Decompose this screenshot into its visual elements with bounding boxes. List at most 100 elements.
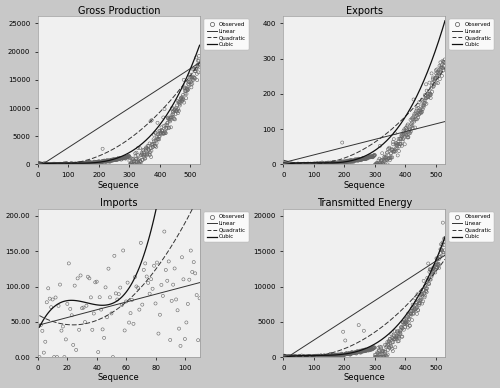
Point bbox=[390, 147, 398, 153]
Point bbox=[294, 161, 302, 167]
Point bbox=[171, 106, 179, 112]
Point bbox=[426, 90, 434, 97]
Point bbox=[302, 161, 310, 168]
Point bbox=[186, 74, 194, 80]
Point bbox=[179, 96, 187, 102]
Point bbox=[300, 354, 308, 360]
Point bbox=[42, 161, 50, 168]
Point bbox=[172, 107, 180, 114]
Point bbox=[311, 353, 319, 360]
Point bbox=[409, 307, 417, 314]
Point bbox=[138, 151, 146, 157]
Point bbox=[394, 338, 402, 344]
Point bbox=[361, 347, 369, 353]
Point bbox=[72, 160, 80, 166]
Point bbox=[313, 354, 321, 360]
Point bbox=[342, 350, 350, 356]
Point bbox=[405, 316, 413, 322]
Point bbox=[411, 125, 419, 131]
Point bbox=[434, 262, 442, 268]
Point bbox=[350, 158, 358, 164]
Point bbox=[150, 140, 158, 147]
Point bbox=[439, 220, 447, 226]
Point bbox=[285, 161, 293, 168]
Title: Exports: Exports bbox=[346, 5, 383, 16]
Point bbox=[318, 161, 326, 167]
Point bbox=[76, 161, 84, 167]
Point bbox=[406, 126, 413, 133]
Point bbox=[97, 307, 105, 313]
Point bbox=[180, 84, 188, 90]
Point bbox=[350, 350, 358, 356]
Point bbox=[415, 302, 423, 308]
Point bbox=[326, 352, 334, 359]
Point bbox=[142, 146, 150, 152]
Point bbox=[367, 346, 375, 353]
Point bbox=[340, 159, 347, 165]
Point bbox=[280, 354, 287, 360]
Point bbox=[334, 352, 342, 358]
Point bbox=[438, 242, 446, 248]
Point bbox=[394, 139, 402, 145]
Point bbox=[110, 157, 118, 163]
Point bbox=[317, 161, 325, 167]
Point bbox=[436, 254, 444, 260]
Point bbox=[324, 353, 332, 359]
Point bbox=[118, 302, 126, 308]
Point bbox=[434, 69, 442, 76]
Point bbox=[437, 241, 445, 248]
Point bbox=[400, 135, 408, 141]
Point bbox=[308, 354, 316, 360]
Point bbox=[392, 146, 400, 152]
Point bbox=[365, 346, 373, 352]
Point bbox=[282, 161, 290, 168]
Point bbox=[293, 353, 301, 360]
Point bbox=[70, 161, 78, 167]
Point bbox=[58, 161, 66, 168]
Point bbox=[302, 161, 310, 168]
Point bbox=[332, 160, 340, 166]
Point bbox=[392, 344, 400, 350]
Point bbox=[47, 161, 55, 168]
Point bbox=[284, 161, 292, 168]
Point bbox=[354, 158, 362, 164]
Point bbox=[398, 143, 406, 149]
Point bbox=[105, 158, 113, 164]
Point bbox=[376, 160, 384, 166]
Point bbox=[297, 354, 305, 360]
Point bbox=[178, 95, 186, 101]
Point bbox=[119, 248, 127, 254]
Point bbox=[362, 155, 370, 161]
Point bbox=[438, 248, 446, 254]
Point bbox=[430, 266, 438, 272]
Point bbox=[374, 161, 382, 168]
Point bbox=[380, 348, 388, 355]
Point bbox=[322, 160, 330, 166]
Point bbox=[334, 352, 342, 358]
Point bbox=[134, 145, 142, 151]
Point bbox=[311, 161, 319, 168]
Point bbox=[303, 161, 311, 168]
Point bbox=[403, 321, 411, 327]
Point bbox=[399, 319, 407, 326]
Point bbox=[282, 161, 290, 167]
Point bbox=[376, 352, 384, 358]
Point bbox=[313, 161, 321, 167]
Point bbox=[61, 161, 69, 167]
Point bbox=[422, 88, 430, 94]
Point bbox=[184, 301, 192, 307]
Point bbox=[36, 161, 44, 168]
Point bbox=[423, 95, 431, 101]
Point bbox=[325, 161, 333, 167]
Point bbox=[104, 158, 112, 164]
Point bbox=[100, 335, 108, 341]
Point bbox=[360, 327, 368, 334]
Point bbox=[351, 158, 359, 164]
Point bbox=[194, 337, 202, 343]
Point bbox=[182, 90, 190, 97]
Point bbox=[424, 281, 432, 288]
Point bbox=[366, 153, 374, 159]
Point bbox=[284, 354, 292, 360]
Point bbox=[298, 161, 306, 167]
Point bbox=[370, 153, 378, 159]
